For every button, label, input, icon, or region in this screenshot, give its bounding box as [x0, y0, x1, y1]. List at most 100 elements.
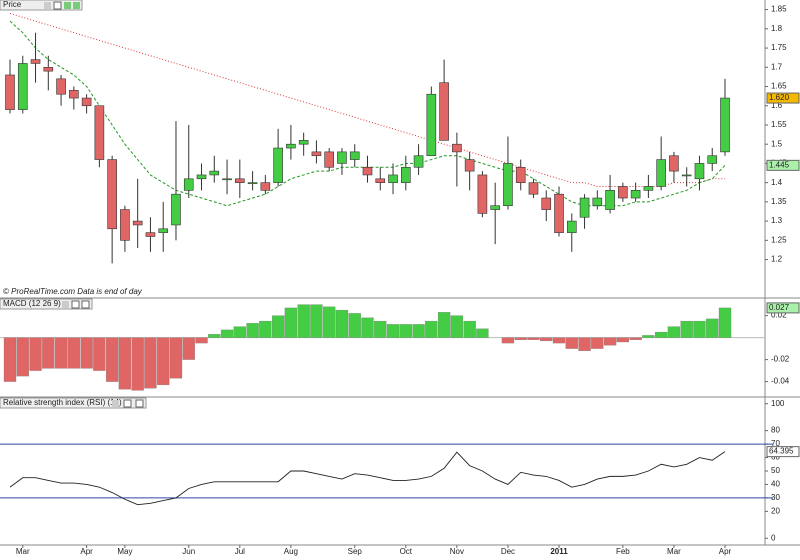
macd-bar	[527, 337, 540, 340]
last-price-label: 1.620	[769, 93, 790, 102]
candle-body	[43, 66, 54, 72]
macd-bar	[463, 320, 476, 338]
y-tick-label: 1.3	[771, 216, 783, 225]
y-tick-label: -0.02	[771, 355, 790, 364]
candle-body	[56, 78, 66, 95]
macd-bar	[220, 329, 234, 338]
macd-bar	[297, 304, 310, 338]
candle-body	[618, 186, 628, 199]
candle-body	[196, 174, 207, 180]
macd-bar	[412, 324, 425, 338]
candle-body	[273, 147, 283, 183]
x-tick-label: 2011	[550, 547, 568, 556]
candle-body	[337, 151, 347, 164]
candle-body	[107, 159, 117, 230]
candle-body	[694, 163, 705, 180]
rsi-header: Relative strength index (RSI) (14)	[0, 397, 147, 409]
x-tick-label: Oct	[400, 547, 413, 556]
panel-title: MACD (12 26 9)	[3, 299, 61, 308]
macd-bar	[271, 315, 285, 338]
macd-bar	[565, 337, 578, 349]
macd-bar	[348, 313, 361, 338]
y-tick-label: -0.04	[771, 377, 790, 386]
candle-body	[260, 182, 271, 191]
y-tick-label: 80	[771, 426, 780, 435]
macd-bar	[514, 337, 527, 340]
macd-bar	[629, 337, 642, 340]
macd-bar	[284, 307, 298, 338]
candle-body	[554, 193, 564, 233]
candle-body	[452, 143, 462, 153]
y-tick-label: 1.8	[771, 24, 783, 33]
icon[interactable]	[135, 399, 144, 408]
icon[interactable]	[112, 400, 119, 407]
candle-body	[541, 197, 552, 210]
x-tick-label: Sep	[348, 547, 363, 556]
icon[interactable]	[81, 300, 90, 309]
y-tick-label: 1.6	[771, 101, 783, 110]
source-note: © ProRealTime.com Data is end of day	[3, 287, 143, 296]
macd-bar	[67, 337, 80, 369]
icon[interactable]	[73, 2, 80, 9]
y-tick-label: 30	[771, 493, 780, 502]
candle-body	[707, 155, 718, 164]
candle-body	[324, 151, 334, 168]
candle-body	[566, 220, 577, 233]
y-tick-label: 1.65	[771, 82, 787, 91]
macd-bar	[501, 337, 515, 344]
candle-body	[426, 93, 437, 157]
macd-bar	[310, 304, 323, 338]
y-tick-label: 60	[771, 453, 780, 462]
candle-body	[183, 178, 194, 191]
price-header: Price	[0, 0, 83, 11]
icon[interactable]	[64, 2, 71, 9]
macd-bar	[118, 337, 132, 390]
y-tick-label: 1.5	[771, 139, 783, 148]
icon[interactable]	[71, 300, 80, 309]
macd-header: MACD (12 26 9)	[0, 298, 93, 310]
macd-bar	[450, 315, 464, 338]
macd-bar	[3, 337, 17, 382]
macd-bar	[93, 337, 106, 371]
rsi-last-label-box	[766, 446, 800, 458]
x-tick-label: Apr	[80, 547, 93, 556]
icon[interactable]	[53, 1, 62, 10]
icon[interactable]	[123, 399, 132, 408]
candle-body	[401, 166, 411, 183]
macd-bar	[208, 334, 221, 338]
candle-body	[17, 63, 28, 110]
rsi-last-label: 64.395	[769, 447, 794, 456]
y-tick-label: 1.55	[771, 120, 787, 129]
y-tick-label: 0	[771, 533, 776, 542]
y-tick-label: 50	[771, 466, 780, 475]
macd-bar	[233, 326, 246, 338]
candle-body	[120, 209, 130, 241]
macd-bar	[706, 318, 719, 338]
candle-body	[132, 220, 143, 226]
candle-body	[375, 178, 386, 183]
header-tab	[0, 397, 147, 409]
macd-bar	[718, 307, 732, 338]
macd-bar	[42, 337, 55, 369]
candle-body	[605, 190, 615, 210]
macd-bar	[195, 337, 208, 344]
y-tick-label: 1.2	[771, 255, 783, 264]
macd-last-label: 0.027	[769, 303, 790, 312]
candle-body	[528, 182, 539, 195]
macd-bar	[552, 337, 566, 344]
icon[interactable]	[44, 2, 51, 9]
macd-bar	[540, 337, 553, 342]
macd-bar	[16, 337, 29, 377]
y-tick-label: 0.02	[771, 311, 787, 320]
x-tick-label: Nov	[450, 547, 464, 556]
x-tick-label: Aug	[284, 547, 298, 556]
x-tick-label: Jul	[235, 547, 245, 556]
macd-bar	[246, 323, 259, 338]
candle-body	[171, 193, 181, 226]
y-tick-label: 70	[771, 439, 780, 448]
x-tick-label: Mar	[667, 547, 681, 556]
icon[interactable]	[62, 301, 69, 308]
x-tick-label: Dec	[501, 547, 515, 556]
